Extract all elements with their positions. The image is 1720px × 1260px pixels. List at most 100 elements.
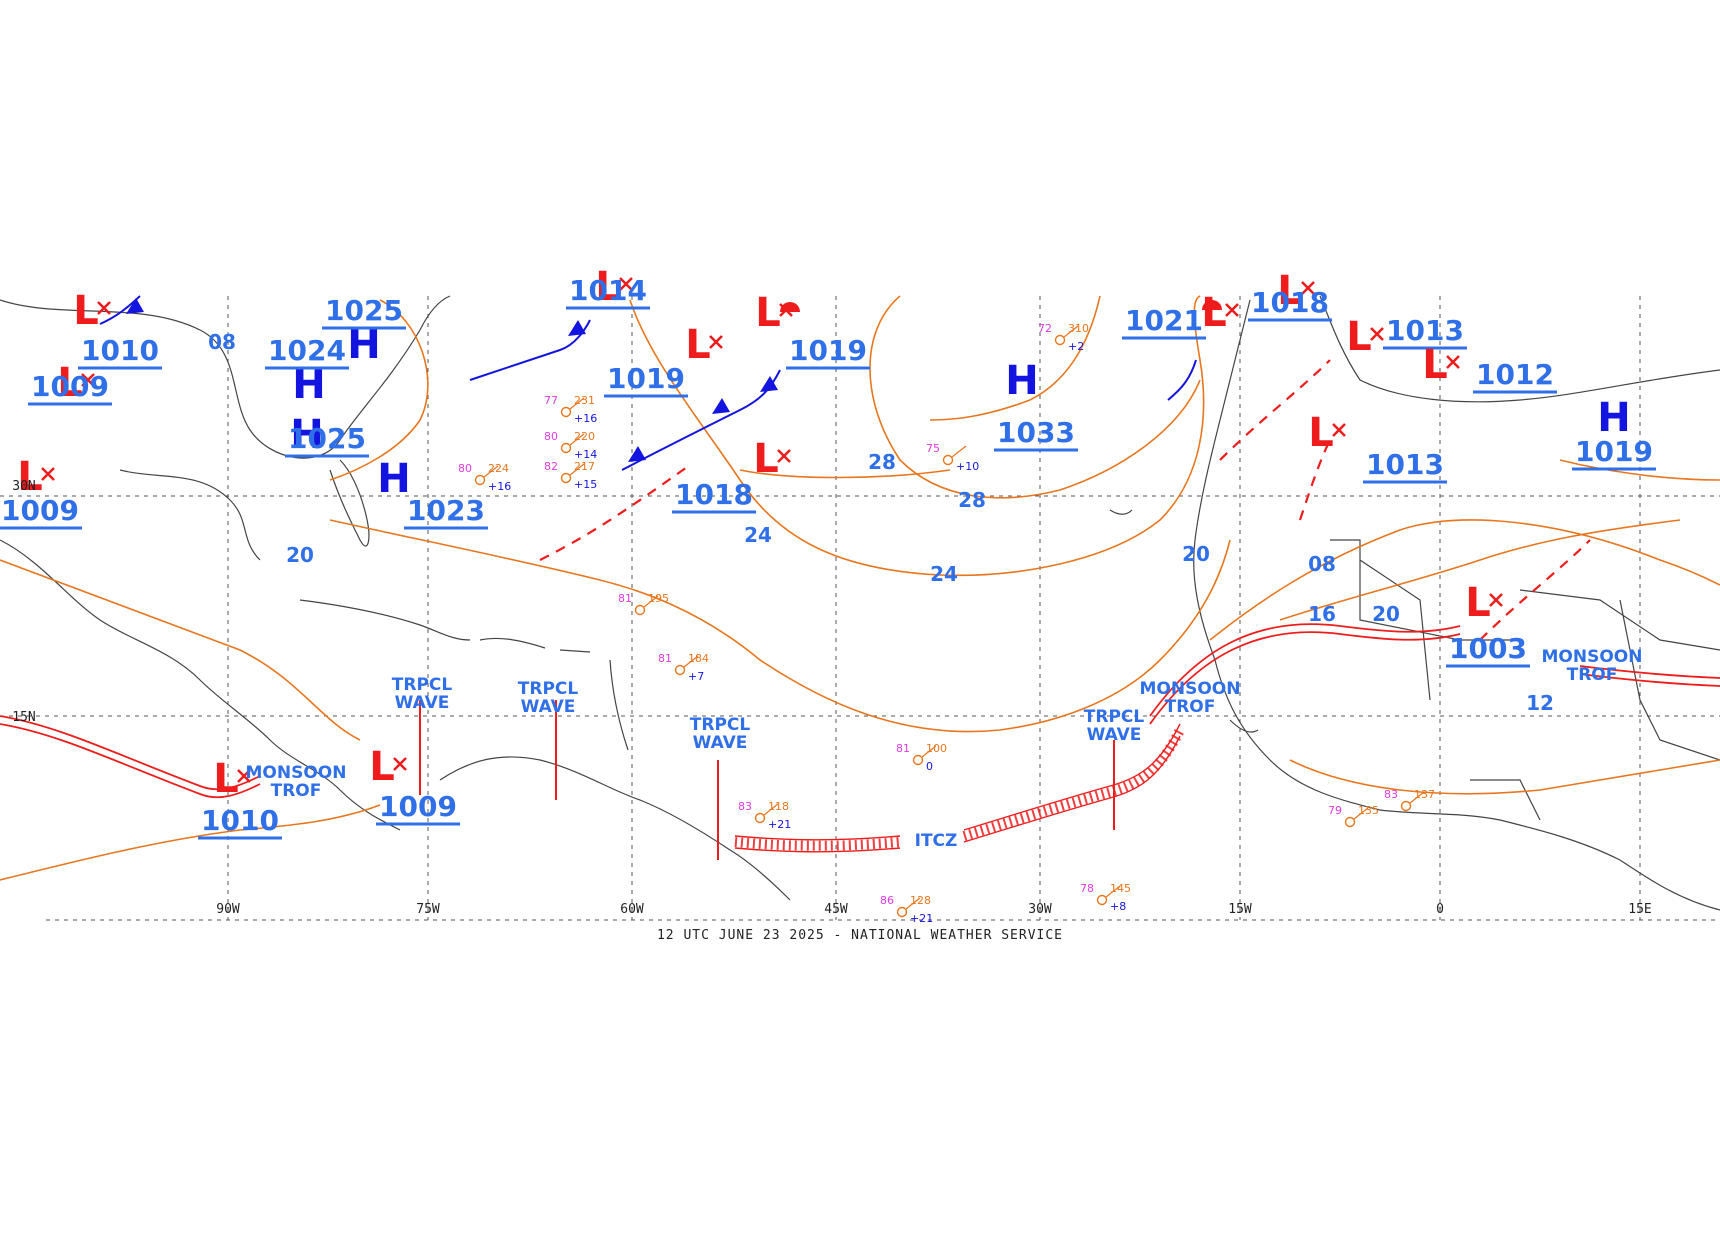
coastline: [119, 469, 261, 561]
isobar-label: 24: [744, 523, 772, 547]
low-symbol: L: [213, 756, 239, 802]
isobar-label: 20: [1372, 602, 1400, 626]
cold-front-barb: [760, 376, 778, 392]
feature-label-line2: TROF: [1165, 697, 1216, 717]
wind-barb-icon: [1409, 791, 1425, 804]
station-temperature: 81: [896, 742, 910, 755]
central-pressure-value: 1013: [1366, 448, 1444, 481]
itcz-edge: [734, 835, 901, 841]
wind-barb-icon: [643, 595, 659, 608]
feature-labels: TRPCLWAVETRPCLWAVETRPCLWAVETRPCLWAVEMONS…: [246, 647, 1643, 851]
feature-label-line2: WAVE: [693, 733, 748, 753]
isobar: [329, 519, 1231, 733]
station-circle-icon: [674, 664, 686, 676]
station-temperature: 72: [1038, 322, 1052, 335]
low-center-x-icon: [393, 757, 407, 771]
itcz-edge: [734, 847, 901, 853]
itcz-label: ITCZ: [915, 831, 958, 851]
latitude-label: 15N: [12, 710, 35, 725]
central-pressure-value: 1019: [607, 362, 685, 395]
low-symbol: L: [73, 288, 99, 334]
station-circle-icon: [942, 454, 954, 466]
isobar: [1209, 519, 1720, 641]
station-pressure: 220: [574, 430, 595, 443]
longitude-label: 75W: [416, 902, 440, 917]
coastline: [559, 649, 591, 653]
coastline: [479, 637, 546, 649]
station-temperature: 81: [618, 592, 632, 605]
high-symbol: H: [292, 362, 325, 408]
coastline: [1359, 560, 1520, 641]
central-pressure-value: 1009: [31, 370, 109, 403]
low-symbol: L: [1422, 342, 1448, 388]
isobar-label: 08: [208, 330, 236, 354]
isobar: [629, 295, 1205, 577]
central-pressure-value: 1024: [268, 334, 346, 367]
station-plot: 81 184 +7: [658, 652, 709, 683]
low-pressure-center: L 1012: [1422, 342, 1557, 394]
pressure-systems: L1009L1010L1009H1025H1024H1025H1023L1014…: [0, 264, 1656, 840]
low-symbol: L: [753, 436, 779, 482]
station-circle-icon: [560, 442, 572, 454]
low-symbol: L: [57, 360, 83, 406]
station-pressure-tendency: +2: [1068, 340, 1084, 353]
high-symbol: H: [1005, 358, 1038, 404]
isobar: [1289, 759, 1720, 795]
feature-label-line1: TRPCL: [690, 715, 751, 735]
isobar-label: 08: [1308, 552, 1336, 576]
central-pressure-value: 1010: [81, 334, 159, 367]
cold-front: [469, 319, 591, 381]
station-pressure-tendency: +21: [768, 818, 791, 831]
station-temperature: 80: [544, 430, 558, 443]
low-symbol: L: [1308, 410, 1334, 456]
surface-trough: [1479, 539, 1591, 641]
coastline: [1319, 295, 1720, 403]
low-center-x-icon: [1446, 355, 1460, 369]
station-pressure: 100: [926, 742, 947, 755]
isobar-label: 28: [868, 450, 896, 474]
central-pressure-value: 1018: [675, 478, 753, 511]
station-pressure: 231: [574, 394, 595, 407]
feature-label-line1: MONSOON: [1140, 679, 1241, 699]
station-plot: 83 118 +21: [738, 800, 791, 831]
station-pressure: 128: [910, 894, 931, 907]
low-symbol: L: [1346, 314, 1372, 360]
central-pressure-value: 1018: [1251, 286, 1329, 319]
coastline: [299, 599, 471, 641]
station-temperature: 80: [458, 462, 472, 475]
wind-barb-icon: [921, 745, 937, 758]
station-circle-icon: [474, 474, 486, 486]
station-circle-icon: [1400, 800, 1412, 812]
high-symbol: H: [377, 456, 410, 502]
station-plots: 77 231 +16 80 220 +14 82 217 +15 75 +10 83 118 +21 81 1…: [458, 322, 1435, 925]
coastline: [1519, 589, 1720, 651]
high-symbol: H: [347, 322, 380, 368]
central-pressure-value: 1003: [1449, 632, 1527, 665]
wind-barb-icon: [483, 465, 499, 478]
high-symbol: H: [1597, 395, 1630, 441]
low-center-x-icon: [97, 301, 111, 315]
low-symbol: L: [17, 454, 43, 500]
station-plot: 77 231 +16: [544, 394, 597, 425]
wind-barb-icon: [683, 655, 699, 668]
low-pressure-center: L 1013: [1346, 314, 1467, 360]
station-circle-icon: [634, 604, 646, 616]
low-symbol: L: [1465, 580, 1491, 626]
isobar-label: 20: [286, 543, 314, 567]
feature-label-line2: WAVE: [521, 697, 576, 717]
low-center-x-icon: [1370, 327, 1384, 341]
high-symbol: H: [290, 412, 323, 458]
cold-front-barb: [712, 398, 730, 414]
surface-trough: [1219, 359, 1331, 461]
wind-barb-icon: [951, 445, 967, 458]
station-pressure: 195: [648, 592, 669, 605]
station-temperature: 82: [544, 460, 558, 473]
station-pressure: 118: [768, 800, 789, 813]
coastlines: [0, 295, 1720, 911]
